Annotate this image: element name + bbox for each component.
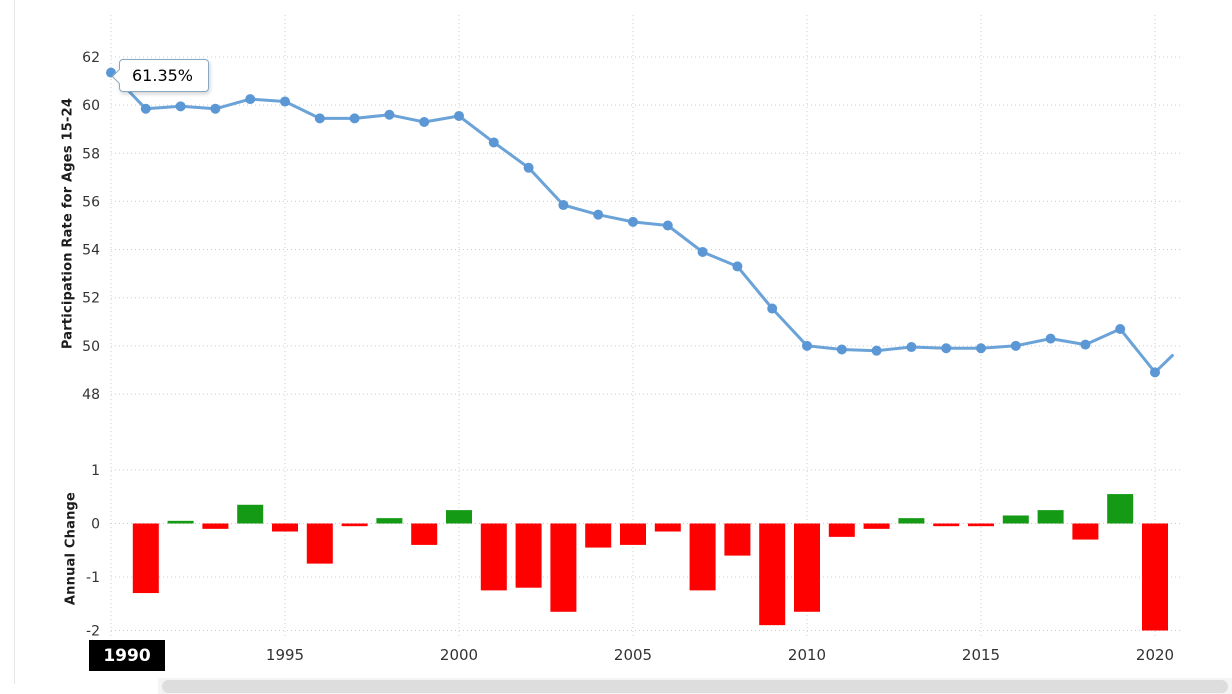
y-axis-tick-label: 58 xyxy=(82,146,100,162)
annual-change-bar[interactable] xyxy=(515,523,542,588)
data-point-marker[interactable] xyxy=(419,116,430,127)
y-axis-tick-label: 0 xyxy=(91,517,100,533)
value-tooltip: 61.35% xyxy=(119,59,210,92)
x-axis-tick-label: 2005 xyxy=(614,646,652,664)
y-axis-tick-label: 1 xyxy=(91,463,100,479)
data-point-marker[interactable] xyxy=(1010,340,1021,351)
data-point-marker[interactable] xyxy=(488,137,499,148)
y-axis-tick-label: 52 xyxy=(82,291,100,307)
annual-change-bar[interactable] xyxy=(446,510,472,524)
data-point-marker[interactable] xyxy=(175,101,186,112)
data-point-marker[interactable] xyxy=(280,96,290,107)
annual-change-bar[interactable] xyxy=(863,523,890,529)
annual-change-bar[interactable] xyxy=(794,523,820,612)
data-point-marker[interactable] xyxy=(836,344,847,355)
data-point-marker[interactable] xyxy=(384,109,395,120)
data-point-marker[interactable] xyxy=(628,216,638,227)
y-axis-tick-label: 60 xyxy=(82,98,100,114)
annual-change-bar[interactable] xyxy=(1002,515,1029,524)
data-point-marker[interactable] xyxy=(1115,323,1126,334)
data-point-marker[interactable] xyxy=(732,261,743,272)
annual-change-bar[interactable] xyxy=(132,523,159,594)
annual-change-bar[interactable] xyxy=(759,523,786,626)
annual-change-bar[interactable] xyxy=(1072,523,1099,540)
data-point-marker[interactable] xyxy=(906,342,917,353)
data-point-marker[interactable] xyxy=(523,162,534,173)
data-point-marker[interactable] xyxy=(871,345,882,356)
range-start-label[interactable]: 1990 xyxy=(89,640,165,671)
horizontal-scrollbar[interactable] xyxy=(158,678,1232,694)
data-point-marker[interactable] xyxy=(314,113,325,124)
x-axis-tick-label: 2020 xyxy=(1136,646,1174,664)
x-axis-tick-label: 2000 xyxy=(440,646,478,664)
y-axis-tick-label: -2 xyxy=(86,624,100,640)
data-point-marker[interactable] xyxy=(454,110,464,121)
participation-rate-line xyxy=(109,71,1174,374)
annual-change-bar[interactable] xyxy=(1142,523,1168,631)
data-point-marker[interactable] xyxy=(802,340,812,351)
y-axis-tick-label: 62 xyxy=(82,50,100,66)
annual-change-bar[interactable] xyxy=(237,504,264,524)
annual-change-bar[interactable] xyxy=(550,523,577,612)
annual-change-bar[interactable] xyxy=(898,518,925,524)
annual-change-bar[interactable] xyxy=(724,523,751,556)
annual-change-bar[interactable] xyxy=(376,518,403,524)
data-point-marker[interactable] xyxy=(697,246,708,257)
y-axis-tick-label: 54 xyxy=(82,243,100,259)
y-axis-title-participation-rate: Participation Rate for Ages 15-24 xyxy=(60,97,76,350)
annual-change-bar[interactable] xyxy=(689,523,716,591)
data-point-marker[interactable] xyxy=(593,209,604,220)
y-axis-tick-label: -1 xyxy=(86,570,100,586)
annual-change-bar[interactable] xyxy=(828,523,855,537)
y-axis-tick-label: 56 xyxy=(82,194,100,210)
annual-change-bar[interactable] xyxy=(968,523,994,527)
data-point-marker[interactable] xyxy=(941,343,952,354)
data-point-marker[interactable] xyxy=(1080,339,1091,350)
data-point-marker[interactable] xyxy=(976,343,986,354)
data-point-marker[interactable] xyxy=(767,303,778,314)
data-point-marker[interactable] xyxy=(349,113,360,124)
data-point-marker[interactable] xyxy=(140,103,151,114)
y-axis-title-annual-change: Annual Change xyxy=(63,491,79,606)
annual-change-bar[interactable] xyxy=(480,523,507,591)
y-axis-tick-label: 50 xyxy=(82,339,100,355)
y-axis-tick-label: 48 xyxy=(82,387,100,403)
annual-change-bar[interactable] xyxy=(1037,510,1064,524)
data-point-marker[interactable] xyxy=(662,220,673,231)
data-point-marker[interactable] xyxy=(1045,333,1056,344)
data-point-marker[interactable] xyxy=(245,94,256,105)
annual-change-bar[interactable] xyxy=(341,523,368,527)
annual-change-bar[interactable] xyxy=(933,523,960,527)
data-point-marker[interactable] xyxy=(210,103,221,114)
x-axis-tick-label: 2010 xyxy=(788,646,826,664)
x-axis-tick-label: 2015 xyxy=(962,646,1000,664)
annual-change-bar[interactable] xyxy=(585,523,612,548)
annual-change-bar[interactable] xyxy=(167,520,194,524)
annual-change-bar[interactable] xyxy=(202,523,229,529)
annual-change-bar[interactable] xyxy=(1107,494,1134,524)
x-axis-tick-label: 1995 xyxy=(266,646,304,664)
data-point-marker[interactable] xyxy=(558,200,569,211)
annual-change-bar[interactable] xyxy=(411,523,438,545)
tooltip-value: 61.35% xyxy=(132,66,194,85)
data-point-marker[interactable] xyxy=(1150,367,1160,378)
annual-change-bar[interactable] xyxy=(272,523,298,532)
annual-change-bar[interactable] xyxy=(654,523,681,532)
annual-change-bar[interactable] xyxy=(620,523,646,545)
page-edge-divider xyxy=(14,0,15,684)
scrollbar-thumb[interactable] xyxy=(162,680,1228,693)
annual-change-bar[interactable] xyxy=(306,523,333,564)
